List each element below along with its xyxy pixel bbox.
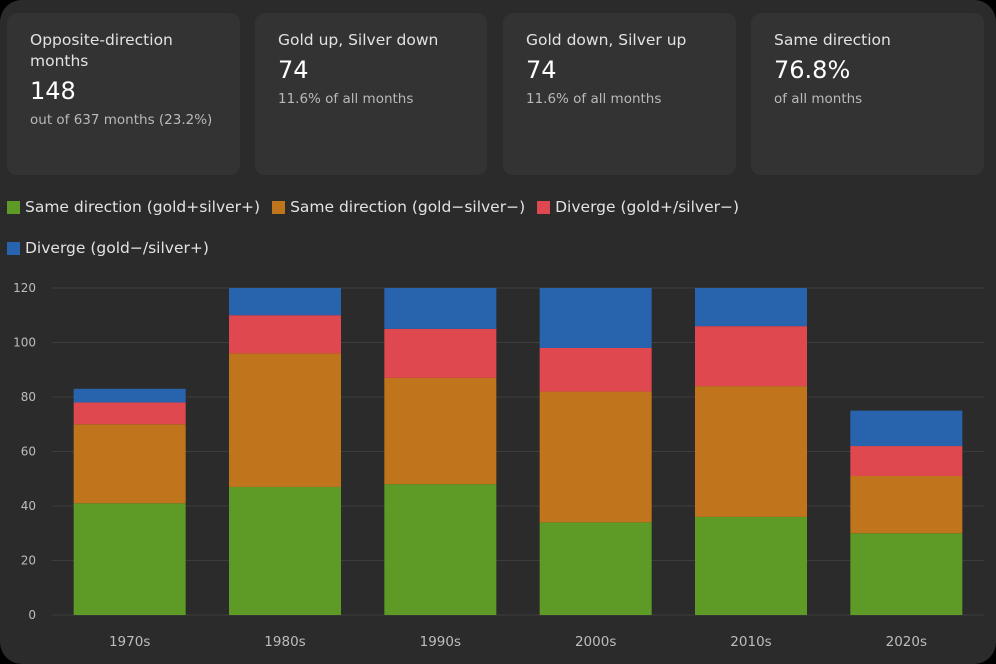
bar-segment [539,522,652,615]
bar-segment [539,288,652,348]
stat-card-same-direction: Same direction 76.8% of all months [751,13,984,175]
bar-segment [73,424,186,504]
bar-segment [695,288,807,327]
stat-card-subtitle: of all months [774,91,863,107]
bar-segment [539,391,652,523]
y-tick-label: 60 [21,445,36,459]
x-tick-label: 1990s [420,634,461,650]
legend-label: Diverge (gold−/silver+) [25,239,209,257]
stat-card-subtitle: out of 637 months (23.2%) [30,112,213,128]
legend-item-diverge-silver-up[interactable]: Diverge (gold−/silver+) [7,237,209,259]
stacked-bar-chart: 0 20 40 60 80 100 120 1970s 1980s 1990s 2000s 2010s… [13,281,984,650]
y-tick-label: 100 [13,336,36,350]
bar-segment [229,288,341,316]
stat-card-title: Opposite-direction months [30,31,173,70]
bar-segment [73,388,186,403]
legend-label: Same direction (gold−silver−) [290,198,526,216]
bar-segment [384,328,497,378]
y-tick-label: 20 [21,554,36,568]
legend-label: Diverge (gold+/silver−) [555,198,740,216]
stat-card-subtitle: 11.6% of all months [526,91,662,107]
y-tick-label: 40 [21,499,36,513]
bar-segment [850,533,963,615]
bar-segment [850,410,963,447]
x-tick-label: 2020s [886,634,927,650]
stat-card-subtitle: 11.6% of all months [278,91,414,107]
stat-card-value: 74 [278,56,309,84]
bar-segment [850,476,963,534]
stat-card-value: 148 [30,77,76,105]
bar-segment [229,353,341,487]
y-tick-label: 80 [21,390,36,404]
stat-card-title: Gold down, Silver up [526,31,687,49]
stat-card-gold-down-silver-up: Gold down, Silver up 74 11.6% of all mon… [503,13,736,175]
chart-legend: Same direction (gold+silver+) Same direc… [7,196,827,259]
bar-segment [384,288,497,329]
bar-segment [539,347,652,392]
x-tick-label: 1980s [264,634,305,650]
bar-segment [695,326,807,387]
legend-swatch [7,200,20,214]
bar-segment [850,446,963,477]
stat-card-gold-up-silver-down: Gold up, Silver down 74 11.6% of all mon… [255,13,487,175]
bar-segment [695,516,807,615]
legend-swatch [7,241,20,255]
stat-card-value: 76.8% [774,56,851,84]
legend-item-diverge-gold-up[interactable]: Diverge (gold+/silver−) [537,196,739,218]
stat-card-opposite: Opposite-direction months 148 out of 637… [7,13,240,175]
bar-segment [229,486,341,615]
stat-card-title: Gold up, Silver down [278,31,439,49]
y-tick-label: 0 [28,608,36,622]
bar-segment [695,386,807,517]
x-tick-label: 2010s [730,634,771,650]
y-tick-label: 120 [13,281,36,295]
bar-segment [73,402,186,425]
bar-segment [384,484,497,615]
stat-card-title: Same direction [774,31,891,49]
legend-label: Same direction (gold+silver+) [25,198,261,216]
legend-item-same-up[interactable]: Same direction (gold+silver+) [7,196,260,218]
stat-card-value: 74 [526,56,557,84]
x-tick-label: 2000s [575,634,616,650]
bar-segment [229,315,341,354]
legend-item-same-down[interactable]: Same direction (gold−silver−) [272,196,525,218]
x-tick-label: 1970s [109,634,150,650]
bar-segment [384,377,497,485]
bar-segment [73,503,186,615]
legend-swatch [272,200,286,214]
legend-swatch [537,200,551,214]
